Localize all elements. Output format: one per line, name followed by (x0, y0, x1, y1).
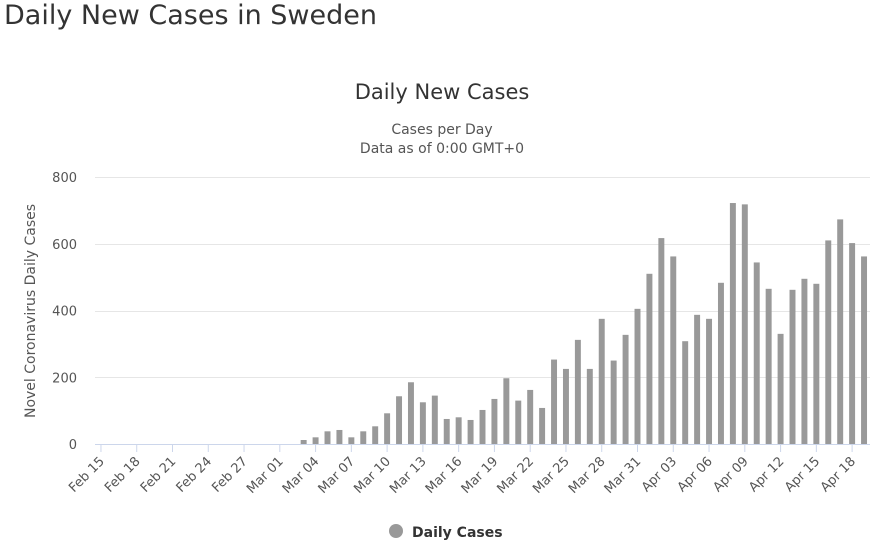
bar-mar-26[interactable] (574, 339, 581, 444)
bar-apr-15[interactable] (813, 283, 820, 444)
x-tick-label: Mar 04 (280, 454, 323, 497)
bar-mar-11[interactable] (396, 396, 403, 444)
bar-mar-04[interactable] (312, 437, 319, 444)
y-tick-label: 600 (52, 238, 77, 253)
x-tick-label: Apr 15 (782, 454, 823, 495)
bar-mar-06[interactable] (336, 429, 343, 444)
x-tick-label: Apr 18 (818, 454, 859, 495)
bar-mar-14[interactable] (431, 395, 438, 444)
x-tick-label: Apr 12 (746, 454, 787, 495)
bar-apr-16[interactable] (825, 240, 832, 444)
bar-mar-30[interactable] (622, 334, 629, 444)
bar-mar-08[interactable] (360, 431, 367, 444)
x-tick-label: Apr 09 (711, 454, 752, 495)
bar-mar-29[interactable] (610, 360, 617, 444)
x-tick-label: Apr 03 (639, 454, 680, 495)
bar-apr-09[interactable] (741, 204, 748, 444)
bar-mar-24[interactable] (551, 359, 558, 444)
bar-apr-10[interactable] (753, 262, 760, 444)
y-axis-label: Novel Coronavirus Daily Cases (23, 204, 39, 418)
x-tick-label: Mar 10 (351, 454, 394, 497)
bar-apr-06[interactable] (706, 318, 713, 444)
bar-apr-03[interactable] (670, 256, 677, 444)
bar-mar-13[interactable] (419, 402, 426, 444)
legend-marker (389, 524, 403, 538)
bar-mar-05[interactable] (324, 431, 331, 444)
bar-mar-27[interactable] (586, 368, 593, 444)
bar-apr-05[interactable] (694, 314, 701, 444)
x-tick-label: Feb 15 (66, 454, 108, 496)
bar-apr-17[interactable] (837, 219, 844, 444)
x-tick-label: Mar 07 (316, 454, 359, 497)
bars (300, 203, 868, 444)
x-tick-label: Feb 18 (102, 454, 144, 496)
x-tick-label: Mar 22 (494, 454, 537, 497)
bar-apr-04[interactable] (682, 341, 689, 444)
x-tick-label: Feb 24 (174, 454, 216, 496)
x-tick-label: Mar 31 (602, 454, 645, 497)
bar-mar-19[interactable] (491, 398, 498, 444)
bar-apr-02[interactable] (658, 238, 665, 444)
bar-mar-28[interactable] (598, 318, 605, 444)
y-tick-label: 200 (52, 371, 77, 386)
bar-mar-31[interactable] (634, 308, 641, 444)
gridlines (95, 177, 870, 378)
bar-mar-17[interactable] (467, 419, 474, 444)
bar-apr-14[interactable] (801, 278, 808, 444)
x-tick-label: Mar 13 (387, 454, 430, 497)
x-tick-label: Feb 27 (209, 454, 251, 496)
bar-mar-16[interactable] (455, 417, 462, 444)
chart-subtitle-line-2: Data as of 0:00 GMT+0 (360, 141, 524, 157)
bar-mar-03[interactable] (300, 440, 307, 444)
bar-apr-01[interactable] (646, 273, 653, 444)
bar-mar-07[interactable] (348, 437, 355, 444)
x-tick-label: Mar 16 (423, 454, 466, 497)
bar-mar-12[interactable] (407, 382, 414, 444)
bar-mar-20[interactable] (503, 378, 510, 444)
bar-apr-12[interactable] (777, 333, 784, 444)
bar-apr-08[interactable] (729, 203, 736, 444)
bar-mar-25[interactable] (562, 368, 569, 444)
bar-mar-18[interactable] (479, 409, 486, 444)
legend-label[interactable]: Daily Cases (412, 525, 503, 541)
bar-mar-15[interactable] (443, 418, 450, 444)
bar-apr-19[interactable] (861, 256, 868, 444)
bar-mar-21[interactable] (515, 400, 522, 444)
y-tick-label: 800 (52, 171, 77, 186)
y-tick-label: 400 (52, 305, 77, 320)
chart-subtitle-line-1: Cases per Day (391, 122, 492, 138)
bar-apr-11[interactable] (765, 288, 772, 444)
x-tick-label: Apr 06 (675, 454, 716, 495)
page-title: Daily New Cases in Sweden (4, 0, 377, 31)
y-axis-ticks: 0 200 400 600 800 (52, 171, 77, 453)
x-tick-label: Mar 01 (244, 454, 287, 497)
bar-mar-23[interactable] (539, 407, 546, 444)
bar-mar-10[interactable] (384, 413, 391, 444)
x-tick-label: Mar 28 (566, 454, 609, 497)
bar-apr-13[interactable] (789, 289, 796, 444)
legend[interactable]: Daily Cases (389, 524, 503, 541)
x-tick-label: Mar 25 (530, 454, 573, 497)
x-tick-label: Feb 21 (138, 454, 180, 496)
bar-apr-18[interactable] (849, 243, 856, 444)
bar-apr-07[interactable] (717, 282, 724, 444)
chart-title: Daily New Cases (355, 80, 530, 104)
x-tick-label: Mar 19 (459, 454, 502, 497)
y-tick-label: 0 (69, 438, 77, 453)
bar-mar-09[interactable] (372, 426, 379, 444)
bar-mar-22[interactable] (527, 389, 534, 444)
